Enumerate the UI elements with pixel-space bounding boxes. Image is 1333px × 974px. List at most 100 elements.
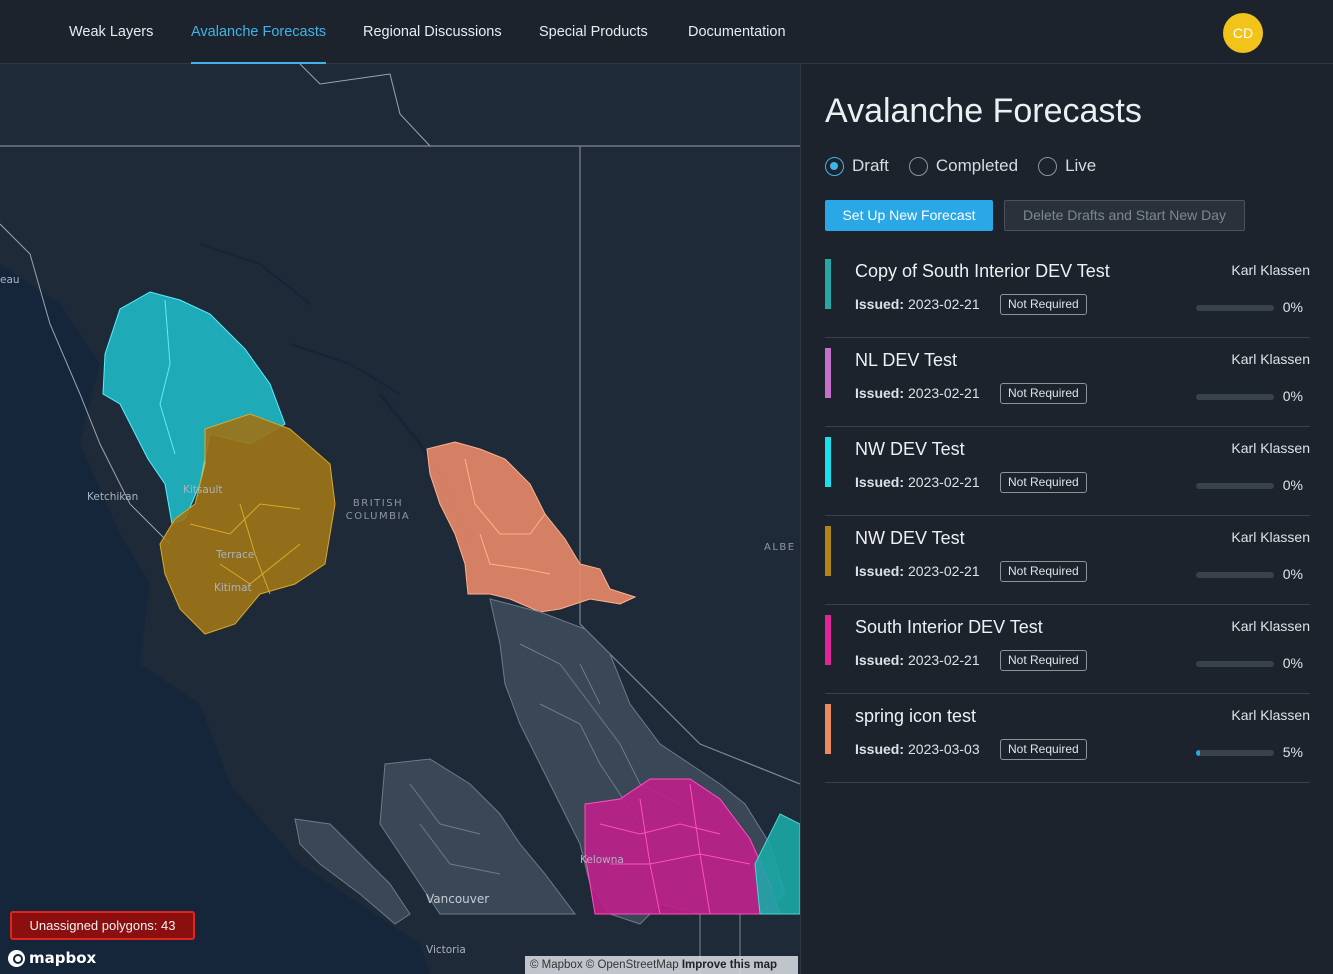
forecast-list: Copy of South Interior DEV Test Karl Kla…: [825, 249, 1310, 783]
attribution-text: © Mapbox © OpenStreetMap: [530, 959, 679, 971]
map-label-kelowna: Kelowna: [580, 854, 624, 866]
forecast-item[interactable]: spring icon test Karl Klassen Issued: 202…: [825, 694, 1310, 783]
river: [289, 343, 401, 395]
progress-percent: 0%: [1282, 388, 1303, 404]
forecast-color-bar: [825, 526, 831, 576]
issued-date: 2023-02-21: [908, 474, 980, 490]
forecast-color-bar: [825, 259, 831, 309]
issued-date: 2023-03-03: [908, 741, 980, 757]
region-line: [464, 458, 551, 575]
map-label-victoria: Victoria: [426, 944, 466, 956]
delete-drafts-button[interactable]: Delete Drafts and Start New Day: [1004, 200, 1245, 231]
forecast-issued: Issued: 2023-02-21: [855, 652, 980, 668]
progress-fill: [1196, 750, 1200, 756]
forecast-author: Karl Klassen: [1231, 618, 1310, 634]
nav-weak-layers[interactable]: Weak Layers: [69, 24, 154, 40]
page-title: Avalanche Forecasts: [825, 92, 1142, 130]
issued-label: Issued:: [855, 474, 905, 490]
forecast-issued: Issued: 2023-02-21: [855, 474, 980, 490]
filter-live-radio[interactable]: Live: [1038, 156, 1096, 176]
region-nw-gold: [159, 413, 336, 635]
forecast-issued: Issued: 2023-02-21: [855, 385, 980, 401]
boundary-line: [579, 146, 800, 785]
region-teal-east: [754, 813, 800, 915]
forecast-name: spring icon test: [855, 706, 977, 726]
forecast-name: NW DEV Test: [855, 528, 965, 548]
map-label-alberta: ALBE: [764, 542, 796, 553]
forecast-author: Karl Klassen: [1231, 707, 1310, 723]
forecast-item[interactable]: South Interior DEV Test Karl Klassen Iss…: [825, 605, 1310, 694]
unassigned-polygons-badge: Unassigned polygons: 43: [10, 911, 195, 940]
improve-map-link[interactable]: Improve this map: [681, 959, 778, 971]
forecast-name: NW DEV Test: [855, 439, 965, 459]
filter-completed-radio[interactable]: Completed: [908, 156, 1019, 176]
map-label-kitsault: Kitsault: [183, 484, 223, 496]
map-attribution: © Mapbox © OpenStreetMap Improve this ma…: [525, 956, 798, 974]
region-line: [599, 783, 751, 915]
forecast-name: South Interior DEV Test: [855, 617, 1043, 637]
status-badge: Not Required: [1000, 650, 1087, 671]
radio-checked-icon: [825, 156, 844, 176]
issued-date: 2023-02-21: [908, 296, 980, 312]
user-avatar[interactable]: CD: [1223, 13, 1263, 53]
forecast-item[interactable]: Copy of South Interior DEV Test Karl Kla…: [825, 249, 1310, 338]
nav-documentation[interactable]: Documentation: [688, 24, 786, 40]
mapbox-logo-text: mapbox: [29, 949, 97, 967]
map-label-terrace: Terrace: [216, 549, 255, 561]
region-line: [409, 783, 501, 875]
forecast-color-bar: [825, 615, 831, 665]
map-label-province-line2: COLUMBIA: [345, 511, 411, 522]
forecast-issued: Issued: 2023-02-21: [855, 563, 980, 579]
issued-label: Issued:: [855, 741, 905, 757]
forecast-author: Karl Klassen: [1231, 351, 1310, 367]
forecast-panel: Avalanche Forecasts Draft Completed Live…: [800, 64, 1333, 974]
coastal-water: [0, 264, 430, 974]
region-unassigned-island: [294, 818, 411, 925]
issued-date: 2023-02-21: [908, 652, 980, 668]
progress-bar: [1196, 483, 1274, 489]
forecast-item[interactable]: NW DEV Test Karl Klassen Issued: 2023-02-…: [825, 427, 1310, 516]
forecast-author: Karl Klassen: [1231, 529, 1310, 545]
filter-label: Live: [1065, 156, 1097, 175]
status-filter: Draft Completed Live: [825, 156, 1096, 176]
map-view[interactable]: eau Ketchikan Kitsault Terrace Kitimat B…: [0, 64, 800, 974]
progress-percent: 0%: [1282, 477, 1303, 493]
forecast-author: Karl Klassen: [1231, 262, 1310, 278]
progress-bar: [1196, 661, 1274, 667]
issued-date: 2023-02-21: [908, 563, 980, 579]
nav-special-products[interactable]: Special Products: [539, 24, 648, 40]
region-unassigned-coast: [379, 758, 576, 915]
set-up-new-forecast-button[interactable]: Set Up New Forecast: [825, 200, 993, 231]
nav-avalanche-forecasts[interactable]: Avalanche Forecasts: [191, 0, 327, 64]
region-line: [189, 503, 301, 595]
nav-regional-discussions[interactable]: Regional Discussions: [363, 24, 502, 40]
map-canvas: [0, 64, 800, 974]
filter-label: Draft: [852, 156, 889, 175]
filter-label: Completed: [935, 156, 1019, 175]
river: [199, 243, 311, 305]
filter-draft-radio[interactable]: Draft: [825, 156, 889, 176]
top-nav-bar: Weak Layers Avalanche Forecasts Regional…: [0, 0, 1333, 64]
forecast-author: Karl Klassen: [1231, 440, 1310, 456]
status-badge: Not Required: [1000, 561, 1087, 582]
progress-percent: 5%: [1282, 744, 1303, 760]
forecast-item[interactable]: NW DEV Test Karl Klassen Issued: 2023-02-…: [825, 516, 1310, 605]
region-line: [159, 299, 176, 455]
forecast-name: NL DEV Test: [855, 350, 958, 370]
forecast-issued: Issued: 2023-03-03: [855, 741, 980, 757]
region-nl-orange: [426, 441, 637, 613]
issued-label: Issued:: [855, 652, 905, 668]
map-label-juneau: eau: [0, 274, 20, 286]
map-label-province: BRITISH COLUMBIA: [340, 497, 416, 523]
progress-bar: [1196, 394, 1274, 400]
mapbox-logo[interactable]: mapbox: [8, 948, 96, 968]
issued-date: 2023-02-21: [908, 385, 980, 401]
forecast-color-bar: [825, 348, 831, 398]
forecast-name: Copy of South Interior DEV Test: [855, 261, 1110, 281]
progress-percent: 0%: [1282, 299, 1303, 315]
radio-unchecked-icon: [1038, 156, 1058, 176]
map-label-vancouver: Vancouver: [426, 892, 490, 906]
boundary-line: [299, 64, 431, 147]
forecast-item[interactable]: NL DEV Test Karl Klassen Issued: 2023-02-…: [825, 338, 1310, 427]
issued-label: Issued:: [855, 296, 905, 312]
